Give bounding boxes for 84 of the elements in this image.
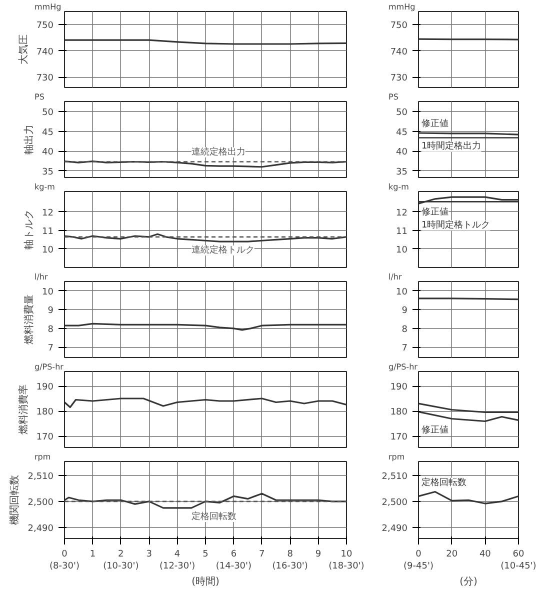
y-tick-label: 8 (402, 324, 408, 335)
x-tick-label: 6 (14-30') (216, 550, 252, 572)
y-tick-label: 2,490 (382, 524, 408, 534)
y-tick-label: 12 (42, 208, 54, 218)
y-tick-label: 40 (396, 148, 408, 158)
y-tick-label: 740 (36, 47, 54, 58)
y-tick-label: 8 (48, 324, 54, 335)
text: mmHg (34, 2, 62, 12)
series-label: 定格回転数 (422, 476, 466, 488)
y-tick-label: 730 (390, 74, 408, 84)
text: kg-m (388, 182, 410, 192)
y-axis-title: 軸出力 (23, 124, 36, 154)
x-tick-label: 2 (10-30') (103, 550, 139, 572)
text: l/hr (388, 272, 402, 282)
y-tick-label: 45 (396, 128, 408, 138)
y-tick-label: 730 (36, 74, 54, 84)
x-tick-label: 40 (479, 550, 492, 560)
x-tick-label: 9 (315, 550, 322, 560)
series-label: 修正値 (422, 424, 448, 436)
y-tick-label: 11 (42, 226, 54, 237)
y-tick-label: 9 (402, 306, 408, 316)
text: rpm (34, 452, 51, 462)
series-label: 修正値 (422, 206, 448, 218)
x-tick-label: 7 (259, 550, 265, 560)
ref-line-label: 1時間定格トルク (422, 220, 490, 231)
x-tick-label: 1 (90, 550, 96, 560)
text: PS (388, 92, 398, 102)
y-tick-label: 190 (36, 382, 54, 392)
y-tick-label: 7 (48, 344, 54, 354)
y-tick-label: 170 (36, 432, 54, 442)
text: g/PS-hr (388, 362, 418, 372)
y-axis-title: 大気圧 (17, 34, 30, 64)
y-tick-label: 9 (48, 306, 54, 316)
y-tick-label: 750 (36, 21, 54, 32)
y-tick-label: 10 (396, 287, 408, 298)
y-tick-label: 180 (36, 408, 54, 418)
y-tick-label: 740 (390, 47, 408, 58)
y-axis-title: 機関回転数 (8, 475, 21, 525)
y-tick-label: 45 (42, 128, 54, 138)
series-label: 修正値 (422, 118, 448, 130)
x-tick-label: 0 (9-45') (404, 550, 434, 572)
y-tick-label: 50 (396, 108, 408, 118)
x-tick-label: 4 (12-30') (159, 550, 196, 572)
y-tick-label: 35 (396, 167, 408, 178)
x-tick-label: 60 (10-45') (500, 550, 536, 572)
y-tick-label: 2,500 (382, 498, 408, 508)
y-axis-title: 軸トルク (23, 210, 36, 250)
x-tick-label: 0 (8-30') (50, 550, 80, 572)
y-tick-label: 2,510 (382, 472, 408, 482)
text: PS (34, 92, 44, 102)
y-tick-label: 2,490 (28, 524, 54, 534)
y-tick-label: 11 (396, 226, 408, 237)
text: g/PS-hr (34, 362, 64, 372)
y-tick-label: 35 (42, 167, 54, 178)
ref-line-label: 連続定格トルク (191, 244, 254, 256)
x-axis-title: (分) (460, 576, 478, 588)
y-tick-label: 40 (42, 148, 54, 158)
text: l/hr (34, 272, 48, 282)
text: mmHg (388, 2, 416, 12)
ref-line-label: 連続定格出力 (191, 146, 246, 158)
y-tick-label: 190 (390, 382, 408, 392)
x-tick-label: 20 (446, 550, 458, 560)
y-tick-label: 12 (396, 208, 408, 218)
ref-line-label: 定格回転数 (191, 510, 236, 522)
y-tick-label: 170 (390, 432, 408, 442)
x-tick-label: 10 (18-30') (328, 550, 364, 572)
y-tick-label: 10 (42, 245, 54, 256)
text: kg-m (34, 182, 56, 192)
y-tick-label: 2,510 (28, 472, 54, 482)
y-axis-title: 燃料消費率 (17, 384, 30, 434)
y-tick-label: 10 (396, 245, 408, 256)
y-tick-label: 2,500 (28, 498, 54, 508)
y-tick-label: 180 (390, 408, 408, 418)
y-tick-label: 7 (402, 344, 408, 354)
x-tick-label: 5 (202, 550, 208, 560)
y-axis-title: 燃料消費量 (23, 294, 36, 344)
x-tick-label: 8 (16-30') (272, 550, 308, 572)
x-axis-title: (時間) (192, 576, 220, 588)
text: rpm (388, 452, 405, 462)
y-tick-label: 10 (42, 287, 54, 298)
y-tick-label: 50 (42, 108, 54, 118)
x-tick-label: 3 (146, 550, 152, 560)
ref-line-label: 1時間定格出力 (422, 140, 482, 152)
y-tick-label: 750 (390, 21, 408, 32)
